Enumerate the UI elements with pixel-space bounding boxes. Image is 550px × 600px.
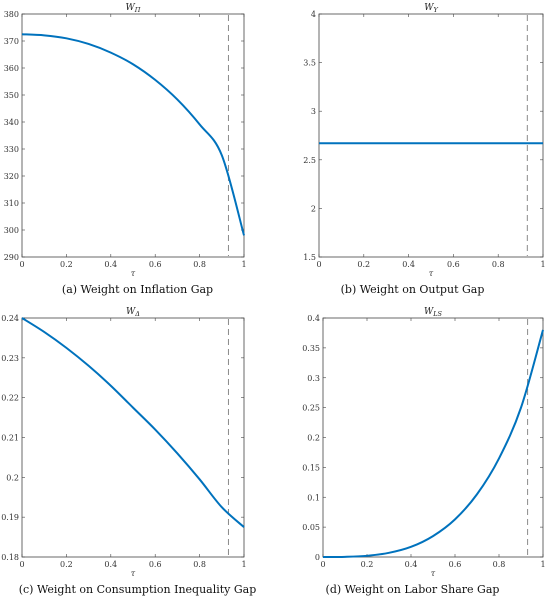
- y-tick-label: 0.4: [307, 314, 320, 323]
- x-tick-label: 0.8: [193, 560, 206, 569]
- y-tick-label: 0.23: [1, 354, 19, 363]
- y-tick-label: 380: [4, 10, 19, 19]
- x-tick-label: 0.6: [149, 260, 162, 269]
- y-tick-label: 0.22: [1, 394, 19, 403]
- plot-frame: [21, 13, 245, 258]
- x-tick-label: 0: [19, 260, 24, 269]
- x-tick-label: 0.2: [60, 260, 73, 269]
- panel-title: WΔ: [126, 307, 140, 318]
- panel-caption: (a) Weight on Inflation Gap: [62, 283, 213, 296]
- x-tick-label: 0.6: [447, 260, 460, 269]
- series-line: [21, 317, 245, 528]
- chart-panel-2: WY 0 0.2 0.4 0.6 0.8 1 1.5 2 2.5 3 3.5 4 τ (b) Weight …: [303, 3, 545, 296]
- panel-caption: (b) Weight on Output Gap: [341, 283, 485, 296]
- x-tick-label: 0: [19, 560, 24, 569]
- panel-title: WLS: [424, 307, 443, 318]
- y-tick-label: 1.5: [303, 253, 316, 262]
- y-tick-label: 0.3: [307, 374, 320, 383]
- x-axis-label: τ: [131, 569, 136, 578]
- x-tick-label: 0.4: [104, 260, 117, 269]
- y-tick-label: 0.35: [302, 344, 320, 353]
- y-tick-label: 0.05: [302, 523, 320, 532]
- y-tick-label: 320: [4, 172, 19, 181]
- y-tick-label: 0.25: [302, 404, 320, 413]
- y-tick-label: 0.19: [1, 513, 19, 522]
- y-tick-label: 360: [4, 64, 19, 73]
- x-tick-label: 1: [540, 560, 545, 569]
- x-tick-label: 0.4: [104, 560, 117, 569]
- x-tick-label: 0: [320, 560, 325, 569]
- y-tick-label: 0.1: [307, 493, 320, 502]
- y-tick-label: 290: [4, 253, 19, 262]
- x-tick-label: 0.6: [449, 560, 462, 569]
- y-tick-label: 350: [4, 91, 19, 100]
- x-tick-label: 0.4: [405, 560, 418, 569]
- x-tick-label: 0: [316, 260, 321, 269]
- y-tick-label: 0.2: [307, 434, 320, 443]
- y-tick-label: 330: [4, 145, 19, 154]
- y-tick-label: 0.18: [1, 553, 19, 562]
- x-tick-label: 0.6: [149, 560, 162, 569]
- plot-frame: [318, 13, 544, 258]
- y-tick-label: 340: [4, 118, 19, 127]
- panel-title: WΠ: [126, 3, 141, 14]
- x-axis-label: τ: [131, 269, 136, 278]
- y-tick-label: 2.5: [303, 156, 316, 165]
- plot-frame: [21, 317, 245, 558]
- x-tick-label: 0.8: [193, 260, 206, 269]
- chart-panel-1: WΠ 0 0.2 0.4 0.6 0.8 1 290 300 310 320 330 340 350 360…: [4, 3, 247, 296]
- y-tick-label: 3: [311, 107, 316, 116]
- x-tick-label: 0.4: [402, 260, 415, 269]
- series-line: [21, 33, 245, 236]
- y-tick-label: 0.15: [302, 463, 320, 472]
- x-axis-label: τ: [429, 269, 434, 278]
- y-tick-label: 4: [311, 10, 316, 19]
- x-tick-label: 0.8: [492, 260, 505, 269]
- y-tick-label: 310: [4, 199, 19, 208]
- y-tick-label: 2: [311, 204, 316, 213]
- chart-panel-3: WΔ 0 0.2 0.4 0.6 0.8 1 0.18 0.19 0.2 0.21 0.22 0.23 0…: [1, 307, 257, 596]
- y-tick-label: 3.5: [303, 59, 316, 68]
- y-tick-label: 370: [4, 37, 19, 46]
- x-tick-label: 0.2: [361, 560, 374, 569]
- panel-caption: (c) Weight on Consumption Inequality Gap: [19, 583, 257, 596]
- y-tick-label: 0.21: [1, 434, 19, 443]
- series-line: [322, 329, 544, 558]
- x-tick-label: 1: [241, 560, 246, 569]
- chart-panel-4: WLS 0 0.2 0.4 0.6 0.8 1 0 0.05 0.1 0.15 0.2 0.25 0.3 0…: [302, 307, 545, 596]
- x-tick-label: 1: [540, 260, 545, 269]
- x-tick-label: 0.8: [493, 560, 506, 569]
- x-tick-label: 0.2: [60, 560, 73, 569]
- x-tick-label: 0.2: [357, 260, 370, 269]
- y-tick-label: 0.24: [1, 314, 19, 323]
- panel-title: WY: [424, 3, 438, 14]
- y-tick-label: 0: [315, 553, 320, 562]
- x-tick-label: 1: [241, 260, 246, 269]
- x-axis-label: τ: [431, 569, 436, 578]
- y-tick-label: 300: [4, 226, 19, 235]
- y-tick-label: 0.2: [6, 473, 19, 482]
- panel-caption: (d) Weight on Labor Share Gap: [326, 583, 500, 596]
